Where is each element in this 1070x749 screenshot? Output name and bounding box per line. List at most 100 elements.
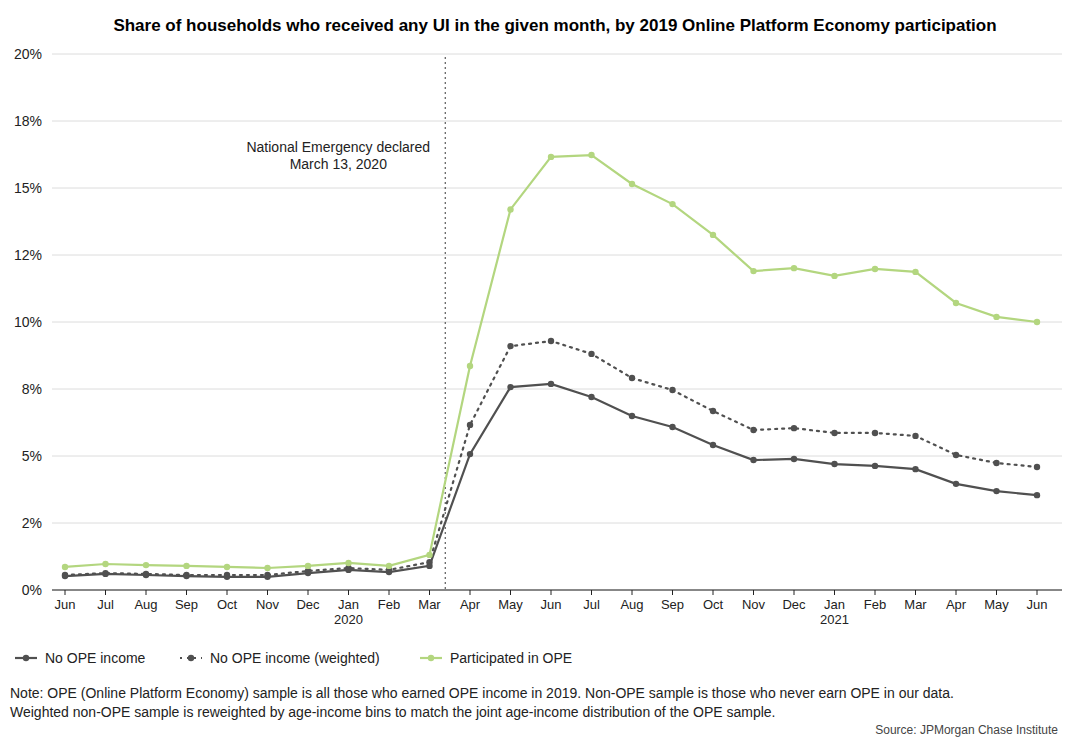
plot-area xyxy=(62,152,1040,580)
point xyxy=(102,561,108,567)
point xyxy=(548,381,554,387)
point xyxy=(467,363,473,369)
legend-marker xyxy=(428,655,434,661)
point xyxy=(831,430,837,436)
x-tick xyxy=(105,590,106,595)
point xyxy=(102,570,108,576)
point xyxy=(588,351,594,357)
x-tick xyxy=(753,590,754,595)
point xyxy=(345,560,351,566)
x-tick-label: May xyxy=(498,597,523,612)
point xyxy=(224,564,230,570)
x-tick xyxy=(915,590,916,595)
grid-line xyxy=(52,389,1062,390)
x-tick-label: Aug xyxy=(134,597,157,612)
point xyxy=(629,181,635,187)
point xyxy=(62,572,68,578)
point xyxy=(426,552,432,558)
point xyxy=(467,422,473,428)
point xyxy=(872,430,878,436)
grid-line xyxy=(52,523,1062,524)
point xyxy=(224,572,230,578)
point xyxy=(467,451,473,457)
grid-line xyxy=(52,322,1062,323)
legend-label: No OPE income (weighted) xyxy=(210,650,380,666)
point xyxy=(102,571,108,577)
x-tick xyxy=(348,590,349,595)
point xyxy=(507,384,513,390)
point xyxy=(791,425,797,431)
point xyxy=(750,268,756,274)
grid-line xyxy=(52,590,1062,591)
x-tick xyxy=(632,590,633,595)
x-tick-label: Oct xyxy=(217,597,238,612)
y-tick-label: 20% xyxy=(14,46,42,62)
x-tick-label: Mar xyxy=(418,597,441,612)
point xyxy=(588,152,594,158)
point xyxy=(386,563,392,569)
point xyxy=(710,442,716,448)
point xyxy=(669,387,675,393)
series-line xyxy=(65,155,1037,568)
x-tick xyxy=(794,590,795,595)
point xyxy=(1034,492,1040,498)
y-tick-label: 15% xyxy=(14,180,42,196)
point xyxy=(791,265,797,271)
x-tick-label: Feb xyxy=(378,597,400,612)
x-tick xyxy=(65,590,66,595)
point xyxy=(548,338,554,344)
grid-line xyxy=(52,255,1062,256)
x-tick-label: May xyxy=(984,597,1009,612)
x-tick-label: Sep xyxy=(661,597,684,612)
x-tick-label: Apr xyxy=(946,597,967,612)
note: Note: OPE (Online Platform Economy) samp… xyxy=(10,685,954,701)
point xyxy=(588,394,594,400)
y-tick-label: 0% xyxy=(22,582,42,598)
x-tick xyxy=(470,590,471,595)
point xyxy=(710,232,716,238)
x-axis xyxy=(52,590,1062,591)
x-tick xyxy=(713,590,714,595)
point xyxy=(872,463,878,469)
x-tick xyxy=(389,590,390,595)
point xyxy=(305,563,311,569)
point xyxy=(264,572,270,578)
point xyxy=(953,300,959,306)
chart: Share of households who received any UI … xyxy=(0,0,1070,749)
y-tick-label: 2% xyxy=(22,515,42,531)
note: Weighted non-OPE sample is reweighted by… xyxy=(10,704,775,720)
y-tick-label: 18% xyxy=(14,113,42,129)
y-tick-label: 12% xyxy=(14,247,42,263)
grid-line xyxy=(52,456,1062,457)
point xyxy=(1034,464,1040,470)
x-tick xyxy=(429,590,430,595)
point xyxy=(143,562,149,568)
point xyxy=(264,565,270,571)
x-tick xyxy=(510,590,511,595)
point xyxy=(426,559,432,565)
point xyxy=(1034,319,1040,325)
legend-marker xyxy=(23,655,29,661)
grid-line xyxy=(52,54,1062,55)
x-tick xyxy=(308,590,309,595)
point xyxy=(750,457,756,463)
x-tick-label: Jan xyxy=(824,597,845,612)
x-tick xyxy=(591,590,592,595)
grid-line xyxy=(52,188,1062,189)
point xyxy=(183,572,189,578)
point xyxy=(912,269,918,275)
x-tick-label: Jan xyxy=(338,597,359,612)
point xyxy=(507,206,513,212)
legend-label: No OPE income xyxy=(45,650,146,666)
point xyxy=(953,481,959,487)
y-tick-label: 8% xyxy=(22,381,42,397)
point xyxy=(62,564,68,570)
annotation-text: March 13, 2020 xyxy=(290,156,387,172)
point xyxy=(831,273,837,279)
x-tick xyxy=(267,590,268,595)
point xyxy=(993,314,999,320)
year-label: 2021 xyxy=(820,612,849,627)
x-tick xyxy=(996,590,997,595)
x-tick xyxy=(834,590,835,595)
title: Share of households who received any UI … xyxy=(113,16,996,35)
